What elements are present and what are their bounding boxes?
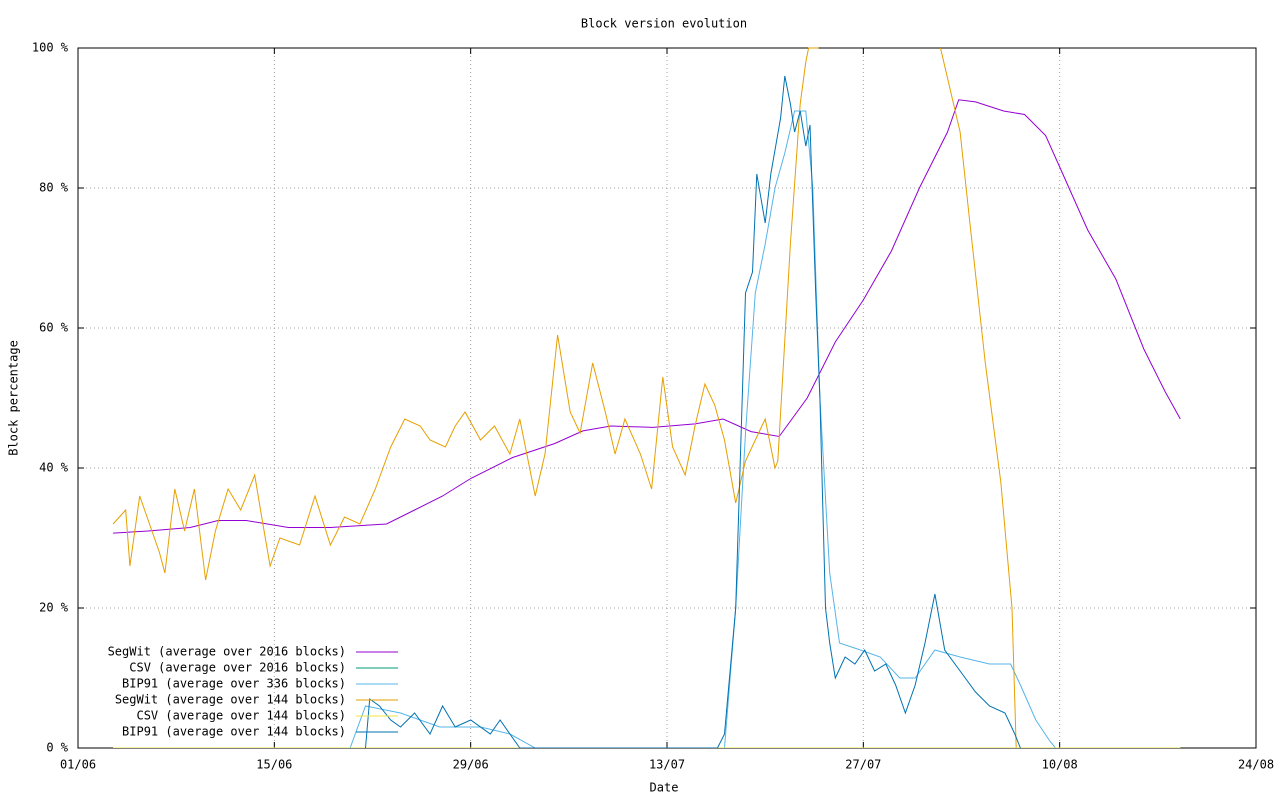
x-tick-label: 24/08 <box>1238 758 1274 772</box>
x-tick-label: 01/06 <box>60 758 96 772</box>
legend-label: BIP91 (average over 144 blocks) <box>122 725 346 739</box>
chart-title: Block version evolution <box>581 17 747 31</box>
x-tick-label: 13/07 <box>649 758 685 772</box>
x-tick-label: 10/08 <box>1042 758 1078 772</box>
y-tick-label: 0 % <box>46 741 68 755</box>
series-line <box>365 75 1021 748</box>
legend-label: SegWit (average over 144 blocks) <box>115 693 346 707</box>
legend-label: CSV (average over 2016 blocks) <box>129 661 346 675</box>
x-tick-label: 15/06 <box>256 758 292 772</box>
x-axis-label: Date <box>650 781 679 795</box>
series-line <box>113 99 1181 534</box>
series-line <box>349 110 1056 748</box>
y-tick-label: 20 % <box>39 601 69 615</box>
legend-label: SegWit (average over 2016 blocks) <box>108 645 346 659</box>
y-tick-label: 100 % <box>32 41 69 55</box>
y-tick-label: 80 % <box>39 181 69 195</box>
y-axis-label: Block percentage <box>7 340 21 456</box>
x-tick-label: 29/06 <box>453 758 489 772</box>
legend-label: BIP91 (average over 336 blocks) <box>122 677 346 691</box>
y-tick-label: 40 % <box>39 461 69 475</box>
series-line <box>112 47 1028 748</box>
x-tick-label: 27/07 <box>845 758 881 772</box>
y-tick-label: 60 % <box>39 321 69 335</box>
legend-label: CSV (average over 144 blocks) <box>136 709 346 723</box>
